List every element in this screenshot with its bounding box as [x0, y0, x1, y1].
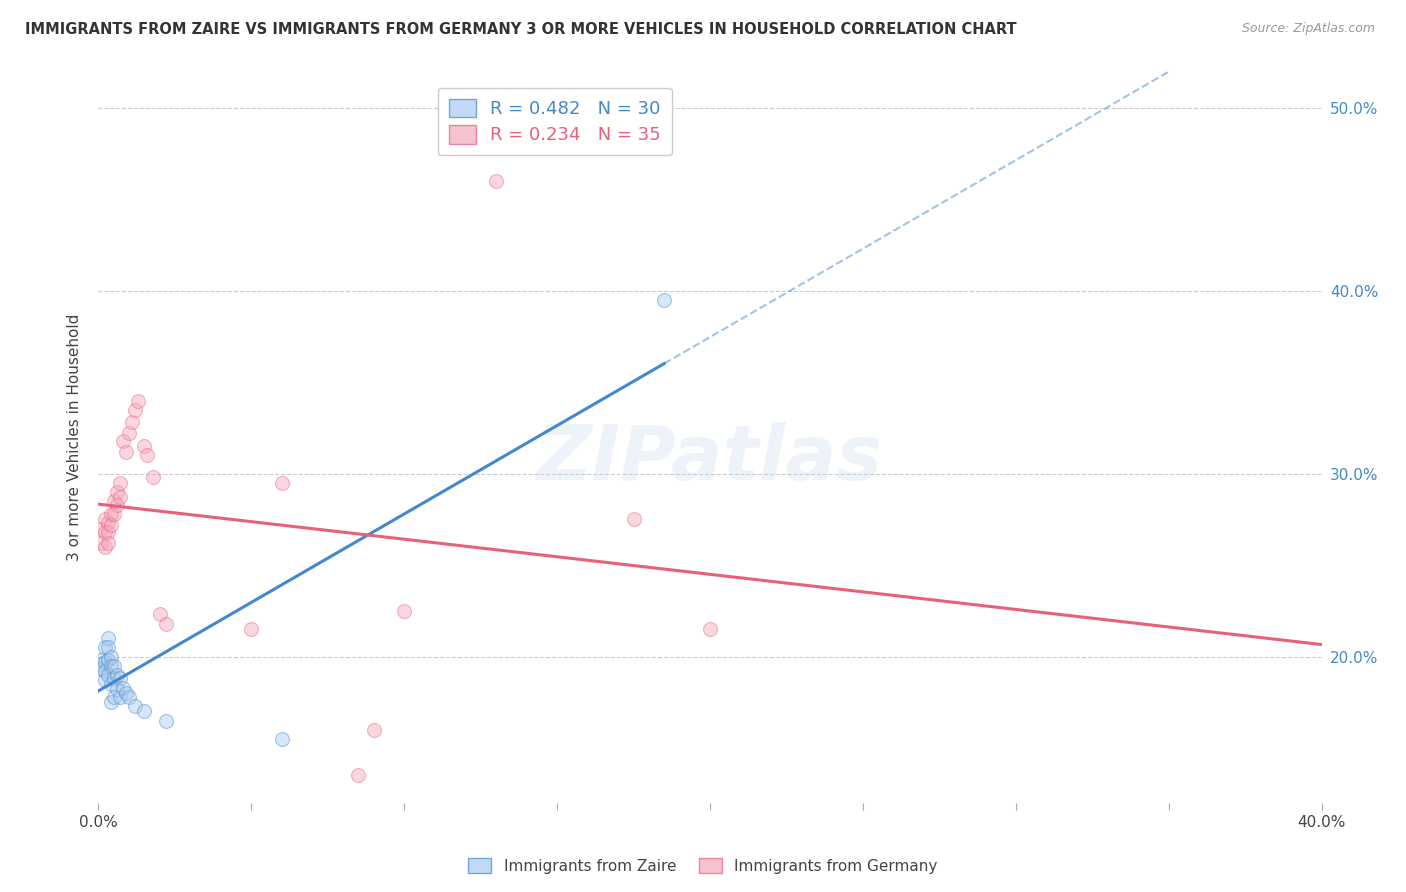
Point — [108, 690, 131, 704]
Point — [103, 672, 125, 686]
Point — [108, 475, 131, 490]
Point — [100, 649, 122, 664]
Point — [115, 444, 138, 458]
Point — [118, 690, 141, 704]
Point — [103, 507, 125, 521]
Point — [108, 672, 131, 686]
Point — [90, 662, 112, 676]
Point — [485, 174, 508, 188]
Point — [105, 485, 128, 500]
Point — [93, 640, 115, 655]
Point — [103, 494, 125, 508]
Point — [155, 714, 177, 728]
Point — [108, 491, 131, 505]
Point — [240, 622, 263, 636]
Point — [115, 686, 138, 700]
Point — [97, 536, 120, 550]
Point — [363, 723, 385, 737]
Point — [149, 607, 172, 622]
Point — [105, 682, 128, 697]
Point — [623, 512, 645, 526]
Point — [93, 540, 115, 554]
Point — [90, 657, 112, 671]
Point — [93, 655, 115, 669]
Point — [392, 604, 416, 618]
Point — [124, 402, 146, 417]
Point — [100, 517, 122, 532]
Point — [136, 449, 159, 463]
Point — [90, 653, 112, 667]
Point — [111, 681, 134, 695]
Point — [97, 525, 120, 540]
Point — [652, 293, 675, 307]
Point — [118, 426, 141, 441]
Y-axis label: 3 or more Vehicles in Household: 3 or more Vehicles in Household — [67, 313, 83, 561]
Point — [90, 536, 112, 550]
Point — [103, 658, 125, 673]
Point — [97, 632, 120, 646]
Point — [134, 439, 156, 453]
Point — [121, 416, 143, 430]
Point — [97, 640, 120, 655]
Text: Source: ZipAtlas.com: Source: ZipAtlas.com — [1241, 22, 1375, 36]
Point — [97, 516, 120, 530]
Point — [134, 705, 156, 719]
Point — [100, 507, 122, 521]
Legend: Immigrants from Zaire, Immigrants from Germany: Immigrants from Zaire, Immigrants from G… — [463, 852, 943, 880]
Point — [127, 393, 149, 408]
Point — [93, 512, 115, 526]
Point — [90, 521, 112, 535]
Point — [93, 673, 115, 688]
Point — [270, 731, 292, 746]
Point — [100, 677, 122, 691]
Point — [93, 664, 115, 678]
Point — [97, 653, 120, 667]
Point — [111, 434, 134, 448]
Point — [347, 768, 370, 782]
Point — [105, 667, 128, 681]
Legend: R = 0.482   N = 30, R = 0.234   N = 35: R = 0.482 N = 30, R = 0.234 N = 35 — [437, 87, 672, 155]
Point — [100, 695, 122, 709]
Point — [100, 658, 122, 673]
Point — [93, 525, 115, 540]
Point — [103, 690, 125, 704]
Point — [142, 470, 165, 484]
Point — [124, 698, 146, 713]
Point — [105, 498, 128, 512]
Text: IMMIGRANTS FROM ZAIRE VS IMMIGRANTS FROM GERMANY 3 OR MORE VEHICLES IN HOUSEHOLD: IMMIGRANTS FROM ZAIRE VS IMMIGRANTS FROM… — [25, 22, 1017, 37]
Point — [155, 616, 177, 631]
Text: ZIPatlas: ZIPatlas — [537, 422, 883, 496]
Point — [97, 667, 120, 681]
Point — [270, 475, 292, 490]
Point — [699, 622, 721, 636]
